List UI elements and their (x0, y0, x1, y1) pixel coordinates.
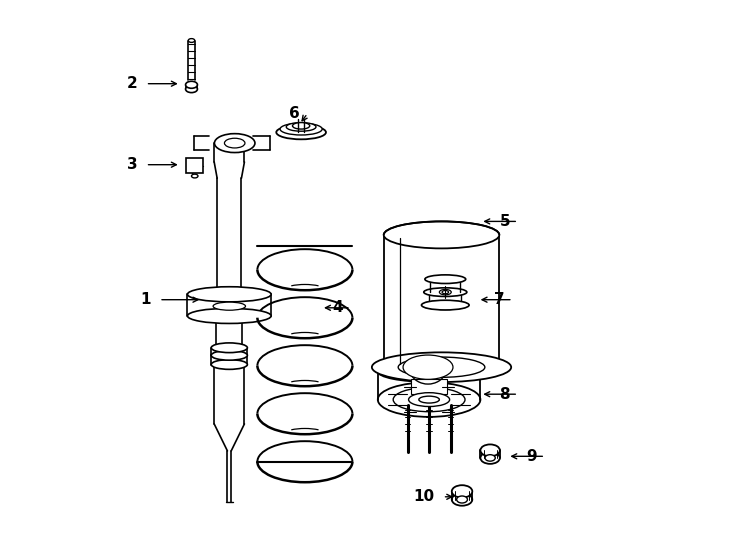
Ellipse shape (280, 123, 322, 135)
Ellipse shape (192, 174, 198, 178)
Text: 2: 2 (127, 76, 137, 91)
Ellipse shape (480, 444, 500, 456)
Ellipse shape (423, 301, 468, 309)
Ellipse shape (286, 123, 316, 131)
Ellipse shape (378, 361, 480, 382)
Ellipse shape (211, 343, 247, 353)
Ellipse shape (452, 485, 472, 498)
Text: 6: 6 (288, 106, 299, 121)
Ellipse shape (480, 452, 500, 464)
Text: 3: 3 (127, 157, 137, 172)
Bar (186, 158, 203, 173)
Ellipse shape (214, 134, 255, 152)
Ellipse shape (403, 355, 453, 379)
Ellipse shape (372, 352, 511, 382)
Ellipse shape (425, 275, 465, 284)
Ellipse shape (419, 396, 440, 403)
Ellipse shape (393, 388, 465, 411)
Ellipse shape (225, 138, 245, 148)
Text: 4: 4 (332, 300, 343, 315)
Text: 5: 5 (499, 214, 510, 229)
Text: 1: 1 (140, 292, 151, 307)
Ellipse shape (213, 302, 245, 310)
Text: 8: 8 (499, 387, 510, 402)
Ellipse shape (187, 287, 271, 302)
Ellipse shape (211, 350, 247, 360)
Text: 9: 9 (526, 449, 537, 464)
Ellipse shape (452, 494, 472, 505)
Ellipse shape (409, 393, 450, 407)
Ellipse shape (442, 291, 448, 294)
Ellipse shape (378, 382, 480, 417)
Ellipse shape (398, 357, 485, 377)
Text: 10: 10 (413, 489, 435, 504)
Ellipse shape (188, 39, 195, 43)
Ellipse shape (292, 123, 310, 129)
Ellipse shape (485, 455, 495, 461)
Ellipse shape (186, 82, 197, 88)
Ellipse shape (276, 125, 326, 139)
Ellipse shape (421, 300, 469, 310)
Text: 7: 7 (494, 292, 505, 307)
Ellipse shape (384, 221, 499, 248)
Ellipse shape (440, 289, 451, 295)
Ellipse shape (211, 360, 247, 369)
Bar (411, 379, 447, 394)
Ellipse shape (186, 85, 197, 93)
Ellipse shape (424, 288, 467, 296)
Ellipse shape (457, 496, 468, 503)
Ellipse shape (187, 308, 271, 323)
